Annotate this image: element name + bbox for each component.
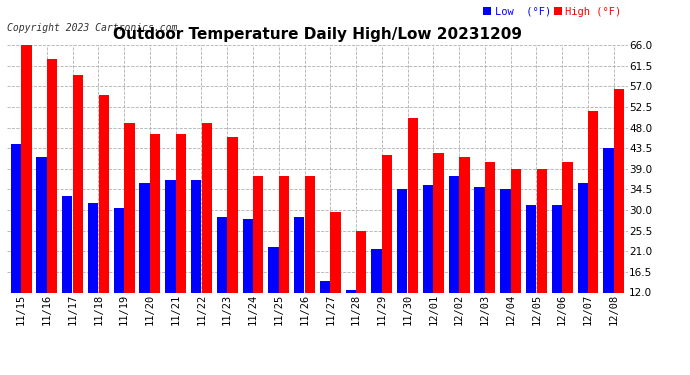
Bar xyxy=(382,155,392,348)
Bar xyxy=(47,59,57,348)
Bar xyxy=(268,247,279,348)
Legend: Low  (°F), High (°F): Low (°F), High (°F) xyxy=(482,6,622,18)
Bar xyxy=(217,217,227,348)
Bar xyxy=(485,162,495,348)
Bar xyxy=(99,95,109,348)
Bar xyxy=(279,176,289,348)
Bar xyxy=(526,206,536,348)
Bar xyxy=(191,180,201,348)
Bar xyxy=(88,203,98,348)
Bar xyxy=(500,189,511,348)
Bar xyxy=(371,249,382,348)
Bar xyxy=(408,118,418,348)
Bar xyxy=(537,169,547,348)
Bar xyxy=(305,176,315,348)
Title: Outdoor Temperature Daily High/Low 20231209: Outdoor Temperature Daily High/Low 20231… xyxy=(113,27,522,42)
Bar xyxy=(37,157,47,348)
Bar xyxy=(356,231,366,348)
Bar xyxy=(176,134,186,348)
Bar xyxy=(139,183,150,348)
Bar xyxy=(448,176,459,348)
Bar xyxy=(253,176,264,348)
Bar xyxy=(62,196,72,348)
Bar xyxy=(320,281,330,348)
Bar xyxy=(562,162,573,348)
Bar xyxy=(124,123,135,348)
Bar xyxy=(243,219,253,348)
Bar xyxy=(114,208,124,348)
Bar xyxy=(201,123,212,348)
Bar xyxy=(150,134,160,348)
Bar xyxy=(588,111,598,348)
Bar xyxy=(10,144,21,348)
Bar xyxy=(460,157,470,348)
Text: Copyright 2023 Cartronics.com: Copyright 2023 Cartronics.com xyxy=(7,23,177,33)
Bar xyxy=(578,183,588,348)
Bar xyxy=(346,290,356,348)
Bar xyxy=(294,217,304,348)
Bar xyxy=(397,189,408,348)
Bar xyxy=(331,212,341,348)
Bar xyxy=(511,169,521,348)
Bar xyxy=(165,180,175,348)
Bar xyxy=(72,75,83,348)
Bar xyxy=(603,148,613,348)
Bar xyxy=(475,187,485,348)
Bar xyxy=(433,153,444,348)
Bar xyxy=(21,45,32,348)
Bar xyxy=(552,206,562,348)
Bar xyxy=(423,185,433,348)
Bar xyxy=(227,136,237,348)
Bar xyxy=(614,88,624,348)
